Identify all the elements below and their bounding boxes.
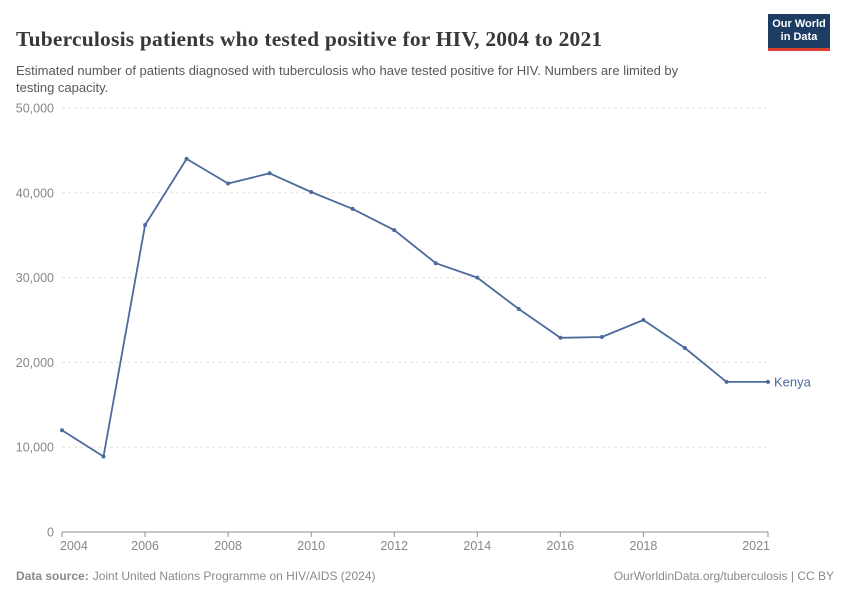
x-tick-label: 2016 (546, 539, 574, 553)
x-tick-label: 2012 (380, 539, 408, 553)
data-source-label: Data source: (16, 569, 89, 583)
data-point[interactable] (267, 171, 272, 176)
data-point[interactable] (350, 206, 355, 211)
x-tick-label: 2010 (297, 539, 325, 553)
x-tick-label: 2018 (630, 539, 658, 553)
data-point[interactable] (392, 228, 397, 233)
x-tick-label: 2008 (214, 539, 242, 553)
owid-logo[interactable]: Our World in Data (768, 14, 830, 51)
data-point[interactable] (143, 223, 148, 227)
y-tick-label: 30,000 (16, 271, 54, 285)
owid-logo-line2: in Data (780, 31, 818, 44)
page-title: Tuberculosis patients who tested positiv… (16, 27, 603, 52)
chart-subtitle: Estimated number of patients diagnosed w… (16, 63, 679, 95)
data-point[interactable] (599, 335, 604, 339)
data-point[interactable] (309, 190, 314, 194)
data-point[interactable] (766, 379, 770, 384)
data-source-text: Joint United Nations Programme on HIV/AI… (92, 569, 376, 583)
rights-link[interactable]: OurWorldinData.org/tuberculosis | CC BY (613, 569, 834, 583)
x-tick-label: 2021 (742, 539, 770, 553)
data-point[interactable] (724, 379, 729, 384)
data-point[interactable] (475, 275, 480, 280)
data-source: Data source: Joint United Nations Program… (16, 569, 376, 583)
y-tick-label: 20,000 (16, 356, 54, 370)
data-point[interactable] (60, 428, 64, 433)
y-tick-label: 50,000 (16, 102, 54, 116)
owid-logo-line1: Our World (772, 18, 826, 30)
y-tick-label: 0 (47, 526, 54, 540)
data-point[interactable] (682, 346, 687, 350)
chart-footer: Data source: Joint United Nations Program… (16, 569, 834, 583)
x-tick-label: 2014 (463, 539, 491, 553)
data-point[interactable] (101, 454, 106, 459)
data-point[interactable] (433, 261, 438, 266)
data-point[interactable] (226, 181, 231, 186)
x-tick-label: 2004 (60, 539, 88, 553)
series-end-label[interactable]: Kenya (774, 374, 812, 389)
y-tick-label: 10,000 (16, 441, 54, 455)
y-tick-label: 40,000 (16, 186, 54, 200)
data-point[interactable] (558, 335, 563, 340)
trend-line[interactable] (61, 157, 769, 458)
data-point[interactable] (641, 318, 646, 322)
data-point[interactable] (516, 307, 521, 311)
data-point[interactable] (184, 156, 189, 161)
x-tick-label: 2006 (131, 539, 159, 553)
